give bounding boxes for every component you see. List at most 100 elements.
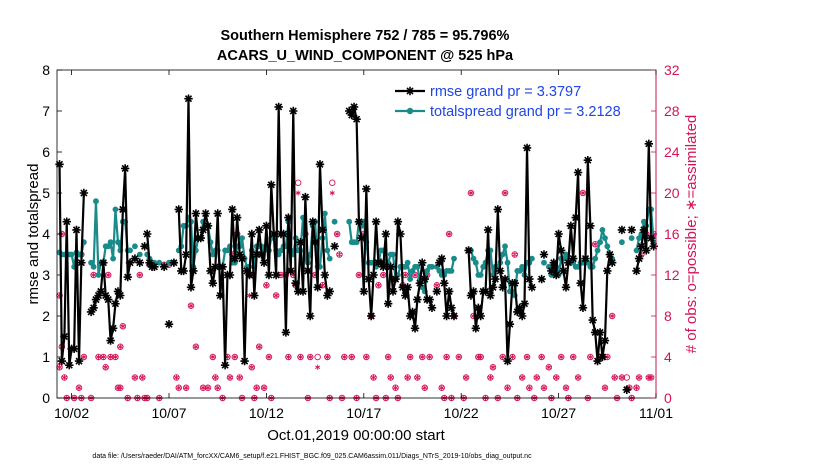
rmse-point [386,262,395,271]
totalspread-point [519,263,526,270]
possible-obs-marker [100,353,107,361]
rmse-point [347,110,356,120]
totalspread-point [594,247,601,254]
totalspread-point [451,255,457,262]
possible-obs-marker [635,374,643,381]
possible-obs-marker [333,230,341,238]
rmse-point [418,258,427,267]
rmse-point [466,291,476,300]
assimilated-obs-marker [468,190,474,196]
rmse-point [142,229,152,239]
rmse-point [440,279,449,288]
possible-obs-marker [633,384,640,392]
assimilated-obs-marker [278,272,284,278]
possible-obs-marker [214,384,221,392]
possible-obs-marker [75,384,83,392]
possible-obs-marker [236,374,243,381]
rmse-point [291,279,300,288]
assimilated-obs-marker [619,374,625,381]
rmse-point [65,361,74,370]
rmse-point [216,291,225,300]
rmse-point [561,283,571,292]
rmse-point [164,320,174,329]
rmse-point [476,311,485,321]
totalspread-point [110,255,117,262]
possible-obs-marker [355,271,363,279]
possible-obs-marker [511,251,519,258]
possible-obs-marker [104,271,112,279]
rmse-point [483,225,493,235]
rmse-point [274,102,283,112]
possible-obs-marker [363,353,370,361]
possible-obs-marker [404,374,411,381]
assimilated-obs-marker [634,385,639,391]
possible-obs-marker [253,384,260,392]
rmse-point [505,320,515,329]
rmse-point [549,258,558,267]
y2-tick-label: 12 [664,267,680,283]
rmse-point [349,102,359,112]
assimilated-obs-marker [648,374,654,381]
totalspread-point [90,263,97,270]
rmse-point [498,283,507,292]
possible-obs-marker [294,179,302,186]
totalspread-point [541,259,547,266]
rmse-point [488,283,498,292]
possible-obs-marker [265,353,273,361]
assimilated-obs-marker [76,385,82,391]
possible-obs-marker [348,353,355,361]
rmse-point [527,283,537,292]
y-tick-label: 1 [42,349,50,365]
rmse-point [586,221,595,230]
y-tick-label: 3 [42,267,50,283]
assimilated-obs-marker [602,385,608,391]
rmse-point [125,258,135,267]
rmse-point [140,242,149,251]
assimilated-obs-marker [336,251,342,258]
y-tick-label: 2 [42,308,50,324]
assimilated-obs-marker [298,354,303,360]
assimilated-obs-marker [526,385,532,391]
assimilated-obs-marker [246,292,252,299]
rmse-point [393,217,403,226]
possible-obs-marker [406,353,414,361]
possible-obs-marker [574,374,582,381]
possible-obs-marker [421,384,429,392]
assimilated-obs-marker [612,374,618,381]
assimilated-obs-marker [132,374,138,381]
rmse-point [189,266,198,276]
possible-obs-marker [540,384,548,392]
assimilated-obs-marker [176,385,182,391]
rmse-point [522,143,532,153]
rmse-point [517,311,527,321]
y2-tick-label: 32 [664,62,680,78]
rmse-point [62,217,71,226]
possible-obs-marker [370,374,377,381]
rmse-point [91,295,101,304]
rmse-point [420,274,429,284]
possible-obs-marker [392,384,399,392]
rmse-point [566,221,576,230]
rmse-point [303,266,313,276]
totalspread-point [239,235,245,242]
data-layer [55,94,658,402]
assimilated-obs-marker [285,354,291,360]
totalspread-point [326,255,333,262]
possible-obs-marker [263,282,270,289]
rmse-point [444,287,454,296]
assimilated-obs-marker [227,374,233,381]
rmse-point [301,192,310,202]
assimilated-obs-marker [307,354,313,360]
rmse-line [467,146,533,363]
rmse-point [447,303,456,312]
rmse-point [313,283,322,292]
assimilated-obs-marker [427,354,433,360]
rmse-point [403,283,412,292]
possible-obs-marker [414,374,421,381]
rmse-point [352,115,361,124]
totalspread-point [502,243,508,250]
rmse-point [135,258,144,267]
assimilated-obs-marker [200,385,206,391]
possible-obs-marker [426,353,433,361]
possible-obs-marker [562,384,570,392]
